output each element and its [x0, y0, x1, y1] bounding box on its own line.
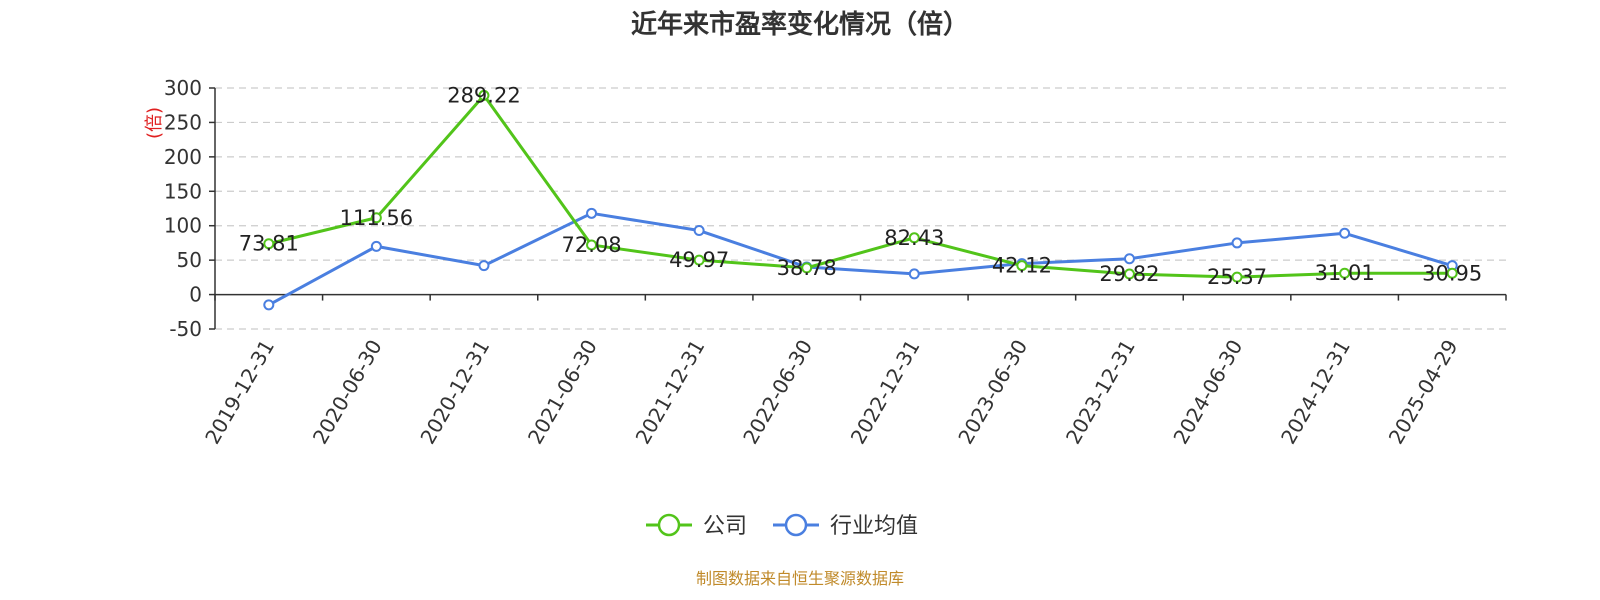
- data-point-1: [693, 225, 705, 237]
- x-tick-label: 2021-12-31: [631, 336, 710, 449]
- data-point-0: [1016, 260, 1028, 272]
- data-point-1: [263, 299, 275, 311]
- data-point-1: [908, 268, 920, 280]
- legend-label: 公司: [703, 514, 747, 539]
- data-point-0: [478, 89, 490, 101]
- x-tick-label: 2024-06-30: [1168, 336, 1247, 449]
- x-tick-label: 2024-12-31: [1276, 336, 1355, 449]
- data-point-0: [801, 262, 813, 274]
- y-tick-label: 150: [164, 179, 202, 203]
- legend-swatch-marker: [657, 513, 681, 537]
- data-point-0: [1339, 267, 1351, 279]
- x-tick-label: 2025-04-29: [1384, 336, 1463, 449]
- y-tick-label: 50: [177, 248, 202, 272]
- chart-title: 近年来市盈率变化情况（倍）: [631, 9, 969, 40]
- data-label: 72.08: [561, 233, 621, 257]
- data-point-1: [586, 207, 598, 219]
- y-axis-label: (倍): [144, 107, 165, 139]
- data-point-0: [693, 254, 705, 266]
- data-label: 31.01: [1315, 261, 1375, 285]
- x-tick-label: 2021-06-30: [523, 336, 602, 449]
- x-tick-label: 2023-06-30: [953, 336, 1032, 449]
- data-point-1: [1231, 237, 1243, 249]
- data-label: 30.95: [1422, 261, 1482, 285]
- legend-label: 行业均值: [830, 514, 918, 539]
- data-label: 38.78: [777, 256, 837, 280]
- y-tick-label: -50: [169, 317, 202, 341]
- x-tick-labels: 2019-12-31 2020-06-30 2020-12-31 2021-06-30…: [200, 336, 1462, 449]
- x-tick-label: 2020-12-31: [415, 336, 494, 449]
- y-tick-label: 300: [164, 76, 202, 100]
- series-line-1: [268, 211, 1453, 307]
- y-tick-label: 0: [189, 283, 202, 307]
- legend-swatch-marker: [784, 513, 808, 537]
- data-point-1: [1339, 227, 1351, 239]
- x-tick-label: 2022-12-31: [846, 336, 925, 449]
- data-label: 42.12: [992, 254, 1052, 278]
- x-tick-label: 2022-06-30: [738, 336, 817, 449]
- data-point-1: [1123, 253, 1135, 265]
- series-lines: [263, 89, 1458, 311]
- data-label: 49.97: [669, 248, 729, 272]
- x-tick-label: 2019-12-31: [200, 336, 279, 449]
- data-point-1: [370, 240, 382, 252]
- data-point-0: [586, 239, 598, 251]
- data-point-0: [370, 212, 382, 224]
- data-label: 289.22: [447, 83, 520, 107]
- data-point-1: [478, 260, 490, 272]
- y-tick-label: 100: [164, 214, 202, 238]
- data-labels: 73.81 111.56 289.22 72.08 49.97 38.78 82.43 42.…: [239, 83, 1483, 289]
- data-label: 73.81: [239, 232, 299, 256]
- grid-lines: [209, 87, 1506, 330]
- data-label: 111.56: [340, 206, 413, 230]
- x-tick-label: 2023-12-31: [1061, 336, 1140, 449]
- data-point-0: [263, 238, 275, 250]
- data-label: 25.37: [1207, 265, 1267, 289]
- x-tick-label: 2020-06-30: [308, 336, 387, 449]
- data-label: 29.82: [1099, 262, 1159, 286]
- series-line-0: [268, 93, 1453, 279]
- legend: 公司 行业均值: [646, 513, 918, 539]
- data-point-0: [1123, 268, 1135, 280]
- data-point-0: [1231, 271, 1243, 283]
- data-label: 82.43: [884, 226, 944, 250]
- data-point-0: [1446, 267, 1458, 279]
- y-tick-label: 200: [164, 145, 202, 169]
- axes: [214, 88, 1507, 329]
- data-point-0: [908, 232, 920, 244]
- source-note: 制图数据来自恒生聚源数据库: [696, 569, 904, 588]
- y-tick-labels: 300 250 200 150 100 50 0 -50: [164, 76, 202, 341]
- y-tick-label: 250: [164, 110, 202, 134]
